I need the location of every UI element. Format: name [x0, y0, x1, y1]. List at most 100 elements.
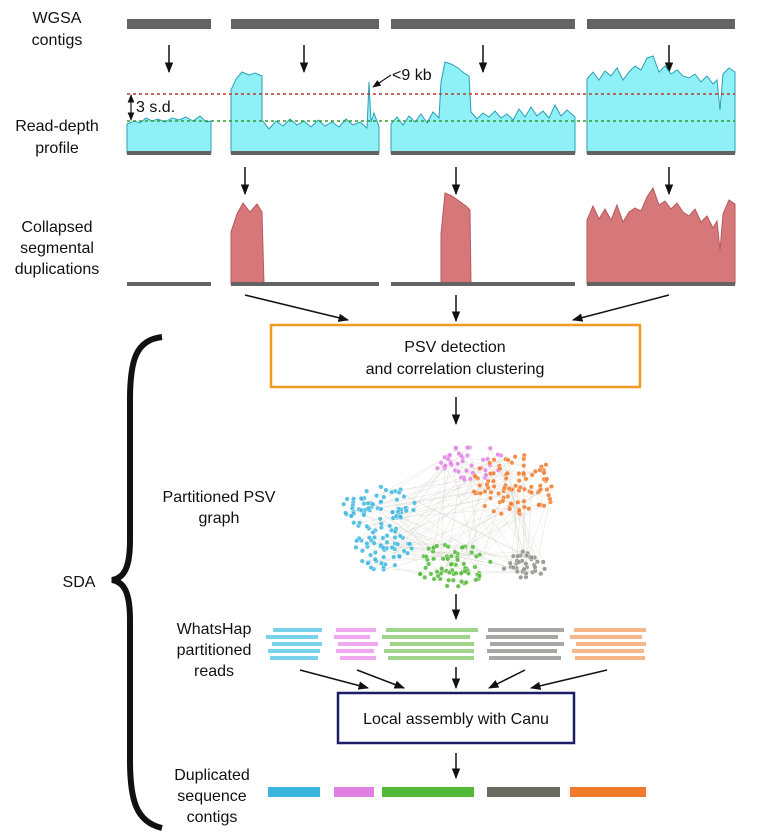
- graph-node: [523, 561, 529, 567]
- graph-node: [477, 465, 483, 471]
- graph-node: [452, 549, 458, 555]
- graph-node: [488, 489, 494, 495]
- graph-node: [458, 570, 464, 576]
- graph-node: [397, 514, 403, 520]
- graph-edge: [440, 481, 489, 579]
- graph-edge: [516, 513, 521, 561]
- graph-edges: [343, 447, 552, 587]
- graph-edge: [353, 511, 472, 553]
- graph-node: [470, 544, 476, 550]
- depth-baseline-4: [587, 151, 735, 155]
- graph-node: [459, 579, 465, 585]
- read: [489, 656, 561, 660]
- graph-node: [361, 501, 367, 507]
- read: [388, 656, 474, 660]
- read: [486, 635, 558, 639]
- graph-node: [360, 548, 366, 554]
- graph-edge: [413, 509, 466, 547]
- graph-node: [477, 552, 483, 558]
- graph-edge: [358, 470, 544, 510]
- read: [574, 628, 646, 632]
- kb-label: <9 kb: [392, 67, 432, 84]
- graph-node: [448, 561, 454, 567]
- graph-edge: [463, 501, 551, 547]
- graph-node: [403, 508, 409, 514]
- graph-node: [487, 460, 493, 466]
- graph-node: [483, 472, 489, 478]
- graph-node: [523, 570, 529, 576]
- graph-node: [384, 539, 390, 545]
- read: [336, 649, 374, 653]
- graph-edge: [362, 459, 495, 562]
- graph-node: [473, 577, 479, 583]
- dup-contigs-label-line3: contigs: [187, 809, 238, 826]
- sd-label: 3 s.d.: [136, 99, 175, 116]
- graph-node: [353, 544, 359, 550]
- graph-edge: [400, 471, 536, 490]
- graph-node: [463, 580, 469, 586]
- dup-contigs-label-line1: Duplicated: [174, 767, 250, 784]
- graph-node: [392, 562, 398, 568]
- psv-box-line1: PSV detection: [404, 339, 505, 356]
- readdepth-label-line2: profile: [35, 140, 79, 157]
- graph-node: [453, 445, 459, 451]
- read: [268, 649, 320, 653]
- graph-node: [496, 491, 502, 497]
- arrow: [299, 669, 370, 690]
- graph-edge: [510, 480, 520, 567]
- graph-node: [518, 574, 524, 580]
- graph-node: [374, 493, 380, 499]
- depth-baseline-3: [391, 151, 575, 155]
- read: [266, 635, 318, 639]
- depth-profile-4: [586, 55, 736, 154]
- graph-node: [453, 570, 459, 576]
- graph-node: [365, 500, 371, 506]
- graph-node: [498, 511, 504, 517]
- graph-edge: [366, 543, 433, 552]
- dup-peak-2: [440, 192, 472, 285]
- dup-contig-blue: [268, 787, 320, 797]
- dup-contig-gray: [487, 787, 560, 797]
- graph-edge: [373, 455, 525, 570]
- graph-edge: [433, 486, 552, 548]
- graph-node: [428, 571, 434, 577]
- graph-edge: [464, 546, 478, 575]
- graph-node: [490, 478, 496, 484]
- graph-node: [472, 564, 478, 570]
- graph-node: [372, 556, 378, 562]
- graph-node: [543, 462, 549, 468]
- graph-node: [485, 456, 491, 462]
- graph-node: [361, 512, 367, 518]
- graph-node: [378, 484, 384, 490]
- graph-node: [529, 472, 535, 478]
- graph-node: [444, 583, 450, 589]
- graph-node: [521, 504, 527, 510]
- graph-node: [528, 554, 534, 560]
- graph-node: [461, 561, 467, 567]
- graph-edge: [396, 504, 542, 518]
- wgsa-contigs: [127, 19, 735, 29]
- graph-node: [389, 489, 395, 495]
- graph-node: [446, 577, 452, 583]
- graph-node: [381, 554, 387, 560]
- dup-contig-orange: [570, 787, 646, 797]
- graph-node: [405, 550, 411, 556]
- read: [384, 649, 474, 653]
- graph-node: [495, 452, 501, 458]
- wgsa-contig-3: [391, 19, 575, 29]
- graph-node: [365, 505, 371, 511]
- graph-node: [383, 487, 389, 493]
- graph-node: [357, 520, 363, 526]
- graph-node: [423, 554, 429, 560]
- whatshap-label-line2: partitioned: [177, 642, 252, 659]
- graph-node: [364, 541, 370, 547]
- psv-box-line2: and correlation clustering: [366, 361, 545, 378]
- graph-node: [532, 468, 538, 474]
- depth-baseline-2: [231, 151, 379, 155]
- graph-node: [482, 467, 488, 473]
- graph-node: [448, 553, 454, 559]
- dup-baseline-1: [127, 282, 211, 286]
- graph-node: [491, 457, 497, 463]
- graph-node: [434, 465, 440, 471]
- graph-node: [491, 508, 497, 514]
